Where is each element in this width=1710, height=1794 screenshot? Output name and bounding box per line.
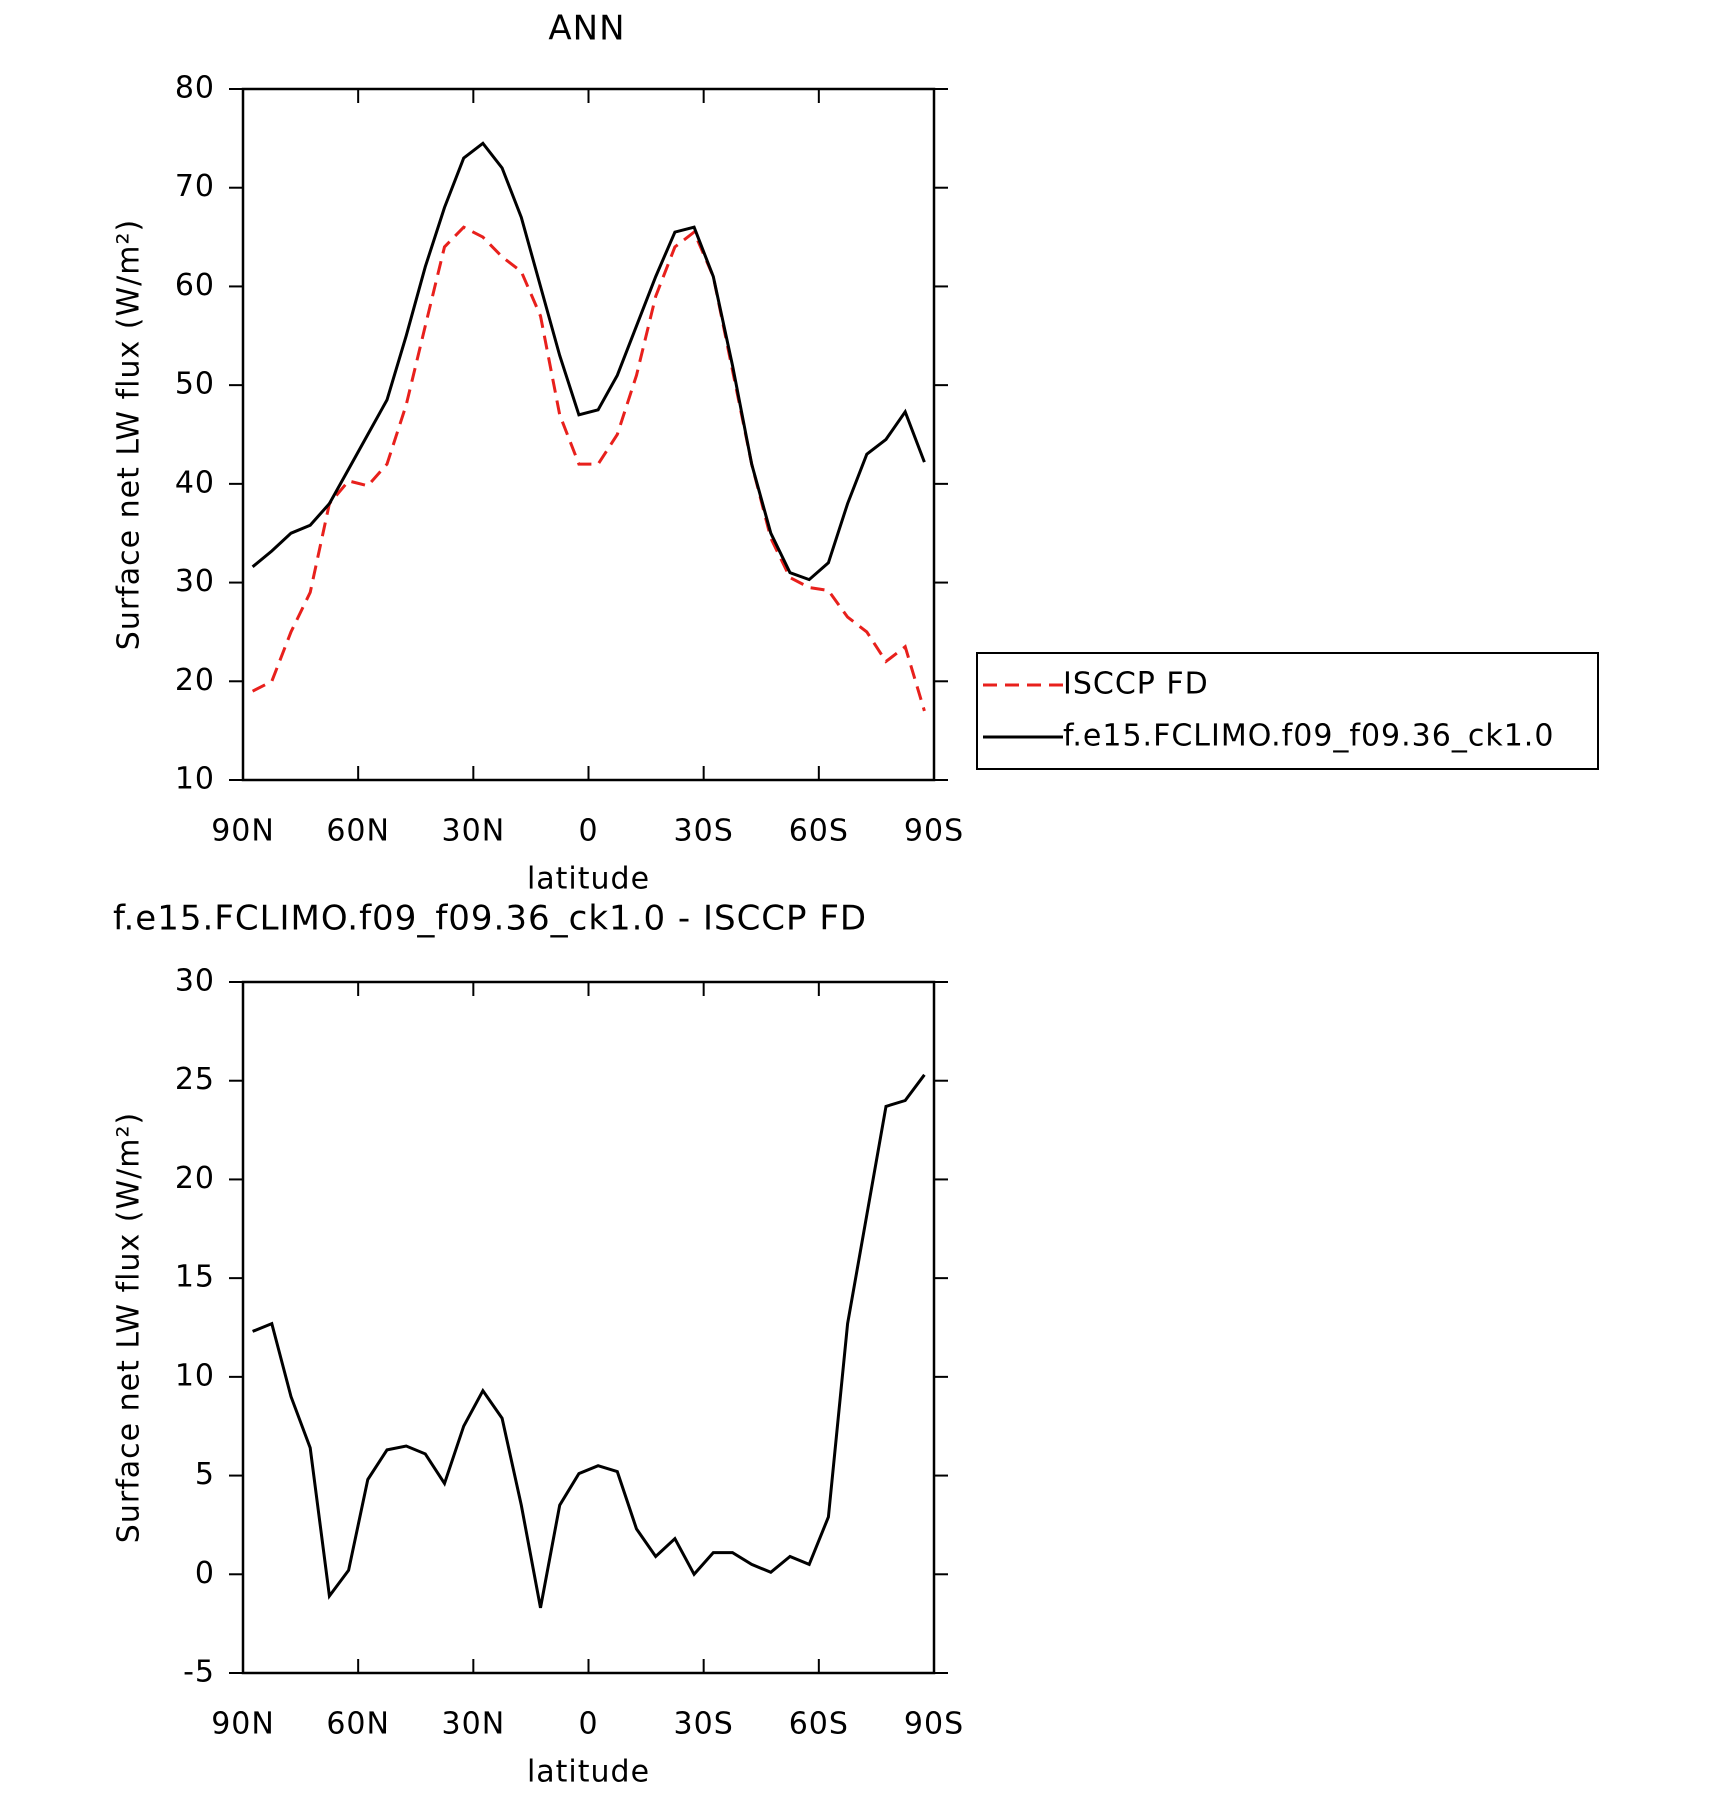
x-axis-label: latitude [527,1755,650,1790]
plot-frame [241,87,936,782]
y-axis-label: Surface net LW flux (W/m²) [112,219,147,650]
x-tick-label: 60S [789,1707,849,1742]
y-tick-label: 80 [175,71,215,106]
x-tick-label: 0 [578,814,598,849]
y-tick-label: 60 [175,268,215,303]
y-tick-label: 15 [175,1260,215,1295]
chart-title: ANN [548,9,625,49]
data-line [252,1073,926,1609]
x-tick-label: 60N [326,1707,390,1742]
y-tick-label: 50 [175,367,215,402]
legend: ISCCP FD f.e15.FCLIMO.f09_f09.36_ck1.0 [976,652,1599,770]
x-tick-label: 60N [326,814,390,849]
y-axis-label: Surface net LW flux (W/m²) [112,1112,147,1543]
legend-box [976,652,1599,770]
y-tick-label: 0 [195,1556,215,1591]
plot-frame [241,980,936,1675]
y-tick-label: -5 [183,1655,215,1690]
y-tick-label: 40 [175,465,215,500]
y-tick-label: 30 [175,564,215,599]
y-tick-label: 10 [175,1358,215,1393]
y-tick-label: 20 [175,663,215,698]
x-tick-label: 30N [442,814,506,849]
x-axis-label: latitude [527,862,650,897]
x-tick-label: 90N [211,1707,275,1742]
y-tick-label: 70 [175,169,215,204]
legend-label: ISCCP FD [1063,667,1209,702]
x-tick-label: 60S [789,814,849,849]
y-tick-label: 25 [175,1062,215,1097]
x-tick-label: 30S [674,814,734,849]
x-tick-label: 90N [211,814,275,849]
data-line [251,225,926,712]
x-tick-label: 30S [674,1707,734,1742]
x-tick-label: 0 [578,1707,598,1742]
x-tick-label: 90S [904,1707,964,1742]
legend-label: f.e15.FCLIMO.f09_f09.36_ck1.0 [1063,719,1554,754]
chart-title: f.e15.FCLIMO.f09_f09.36_ck1.0 - ISCCP FD [113,899,867,939]
y-tick-label: 20 [175,1161,215,1196]
data-line [251,141,926,582]
x-tick-label: 90S [904,814,964,849]
y-tick-label: 30 [175,964,215,999]
y-tick-label: 10 [175,762,215,797]
x-tick-label: 30N [442,1707,506,1742]
y-tick-label: 5 [195,1457,215,1492]
